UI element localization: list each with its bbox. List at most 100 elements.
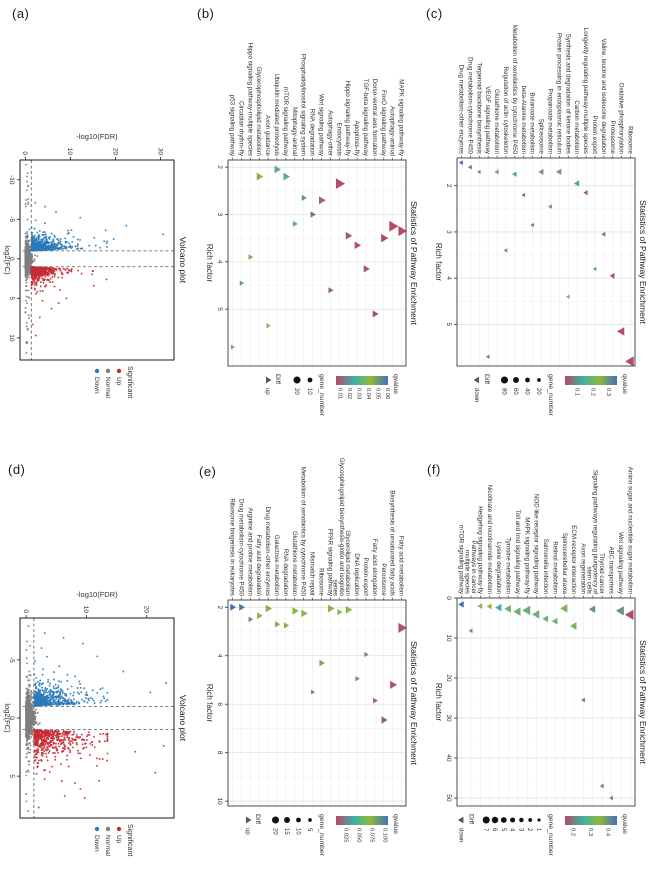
svg-text:0.04: 0.04 <box>365 388 371 400</box>
axes: MAPK signaling pathway-flyAutophagy-anim… <box>216 43 405 312</box>
svg-text:5: 5 <box>445 323 452 327</box>
svg-text:Proteasome: Proteasome <box>609 121 616 155</box>
svg-text:Mitophagy-animal: Mitophagy-animal <box>291 107 298 156</box>
svg-text:RNA degradation: RNA degradation <box>309 109 316 157</box>
svg-text:Valine, leucine and isoleucine: Valine, leucine and isoleucine degradati… <box>600 39 607 155</box>
enrichment-points <box>230 603 408 724</box>
svg-text:Oxidative phosphorylation: Oxidative phosphorylation <box>618 83 625 155</box>
volcano-title: Volcano plot <box>178 237 188 284</box>
plot-frame <box>227 159 407 367</box>
svg-text:Significant: Significant <box>126 366 133 398</box>
svg-text:Circadian rhythm-fly: Circadian rhythm-fly <box>237 101 244 157</box>
svg-text:Protein processing in endoplas: Protein processing in endoplasmic reticu… <box>555 33 562 154</box>
svg-text:3: 3 <box>216 213 223 217</box>
svg-text:10: 10 <box>306 388 312 395</box>
panel-letter-c: (c) <box>426 6 443 21</box>
svg-text:Diff: Diff <box>483 374 490 384</box>
svg-text:30: 30 <box>156 148 163 156</box>
panel-f-enrichment-plot: Amino sugar and nucleotide sugar metabol… <box>424 448 649 878</box>
svg-text:10: 10 <box>8 334 15 342</box>
enrichment-title: Statistics of Pathway Enrichment <box>638 200 648 324</box>
scatter-points <box>24 163 165 354</box>
svg-text:5: 5 <box>8 297 15 301</box>
svg-text:Normal: Normal <box>104 377 111 399</box>
svg-text:Drug metabolism-other enzymes: Drug metabolism-other enzymes <box>457 65 464 154</box>
svg-text:Autophagy-other: Autophagy-other <box>326 110 333 156</box>
enrichment-title: Statistics of Pathway Enrichment <box>409 641 419 765</box>
y-axis-label: -log10(FDR) <box>76 132 118 141</box>
plot-frame <box>227 599 407 807</box>
svg-text:beta-Alanine metabolism: beta-Alanine metabolism <box>520 86 527 154</box>
enrichment-title: Statistics of Pathway Enrichment <box>409 201 419 325</box>
panel-letter-d: (d) <box>8 462 26 477</box>
svg-text:2: 2 <box>216 165 223 169</box>
svg-text:-5: -5 <box>8 216 15 222</box>
svg-text:4: 4 <box>216 260 223 264</box>
svg-text:60: 60 <box>512 388 518 395</box>
svg-text:20: 20 <box>293 388 299 395</box>
svg-text:Ubiquitin mediated proteolysis: Ubiquitin mediated proteolysis <box>273 73 280 156</box>
svg-text:FoxO signaling pathway: FoxO signaling pathway <box>380 90 387 157</box>
plot-frame <box>456 157 636 367</box>
x-axis-label: Rich factor <box>434 683 443 722</box>
svg-text:Drug metabolism-cytochrome P45: Drug metabolism-cytochrome P450 <box>466 57 473 155</box>
svg-text:Metabolism of xenobiotics by c: Metabolism of xenobiotics by cytochrome … <box>511 25 518 155</box>
svg-text:Hippo signaling pathway-multip: Hippo signaling pathway-multiple species <box>246 43 253 156</box>
svg-text:0.2: 0.2 <box>589 388 595 396</box>
svg-text:Regulation of actin cytoskelet: Regulation of actin cytoskeleton <box>502 67 509 155</box>
gridlines <box>457 158 635 366</box>
svg-text:0.02: 0.02 <box>346 388 352 399</box>
gridlines <box>457 597 635 806</box>
svg-text:-10: -10 <box>8 175 15 185</box>
scatter-points <box>25 625 168 812</box>
svg-text:4: 4 <box>445 276 452 280</box>
threshold-lines <box>20 618 174 818</box>
panel-c-enrichment-plot: Ribosome Oxidative phosphorylation Proteas… <box>424 8 649 440</box>
enrichment-plot-f-svg: Amino sugar and nucleotide sugar metabol… <box>434 467 648 857</box>
panel-letter-a: (a) <box>12 6 30 21</box>
svg-text:Wnt signaling pathway: Wnt signaling pathway <box>317 94 324 157</box>
svg-text:Butanoate metabolism: Butanoate metabolism <box>529 92 536 154</box>
svg-text:Up: Up <box>115 377 122 386</box>
enrichment-points <box>458 160 634 367</box>
svg-text:0.03: 0.03 <box>356 388 362 399</box>
svg-text:MAPK signaling pathway-fly: MAPK signaling pathway-fly <box>398 79 405 157</box>
svg-text:Propanoate metabolism: Propanoate metabolism <box>546 89 553 154</box>
svg-text:Diff: Diff <box>274 374 281 384</box>
svg-text:Autophagy-animal: Autophagy-animal <box>389 106 396 156</box>
x-axis-label: Rich factor <box>434 243 443 282</box>
svg-text:gene_number: gene_number <box>547 374 554 417</box>
significant-legend: Significant Up Normal Down <box>93 366 133 399</box>
enrichment-points <box>230 165 408 350</box>
svg-text:Carbon metabolism: Carbon metabolism <box>573 100 580 154</box>
svg-text:5: 5 <box>216 307 223 311</box>
svg-text:Axon guidance: Axon guidance <box>264 115 271 156</box>
threshold-lines <box>20 160 174 360</box>
panel-letter-e: (e) <box>199 464 217 479</box>
svg-text:Dorso-ventral axis formation: Dorso-ventral axis formation <box>371 79 378 157</box>
panel-d-volcano-plot: -5 0 5 0 10 20 Volcano plot log2(FC) -log10(FDR)… <box>2 588 190 875</box>
svg-text:Endocytosis: Endocytosis <box>335 123 342 156</box>
svg-text:80: 80 <box>501 388 507 395</box>
svg-text:qvalue: qvalue <box>392 374 399 394</box>
gridlines <box>228 160 406 366</box>
svg-text:0.01: 0.01 <box>337 388 343 399</box>
svg-text:Spliceosome: Spliceosome <box>538 119 545 155</box>
svg-text:Protein export: Protein export <box>591 115 598 154</box>
svg-text:20: 20 <box>111 148 118 156</box>
svg-text:Ribosome: Ribosome <box>627 126 634 154</box>
svg-text:40: 40 <box>524 388 530 395</box>
svg-text:Down: Down <box>93 377 100 394</box>
svg-text:mTOR signaling pathway: mTOR signaling pathway <box>282 87 289 157</box>
svg-text:0.1: 0.1 <box>574 388 580 396</box>
panel-letter-f: (f) <box>427 462 441 477</box>
